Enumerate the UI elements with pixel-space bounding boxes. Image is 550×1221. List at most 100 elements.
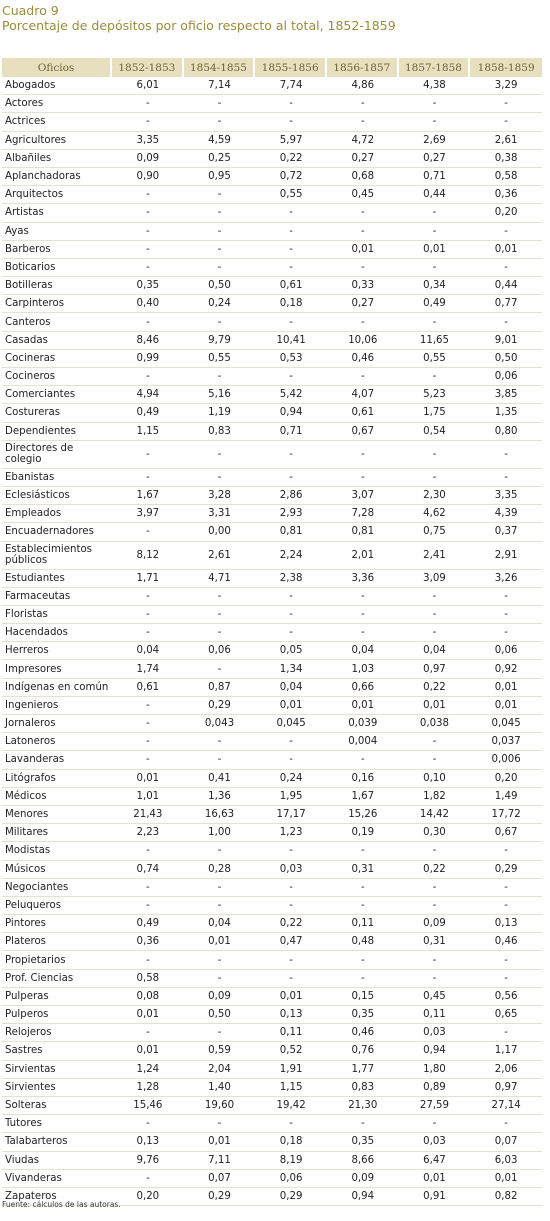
row-label: Vivanderas [2,1170,112,1188]
table-row: Zapateros 0,20 0,29 0,29 0,94 0,91 0,82 [2,1188,542,1207]
cell: 0,04 [255,679,327,697]
cell: 0,11 [326,915,399,934]
table-row: Boticarios - - - - - - [2,259,542,278]
cell: 1,36 [183,788,256,806]
cell: 0,67 [470,824,542,843]
row-label: Relojeros [2,1024,112,1043]
cell: 0,97 [470,1079,542,1097]
cell: 0,01 [183,1133,256,1152]
cell: 0,72 [255,168,327,187]
cell: - [183,751,256,770]
table-row: Cocineras 0,99 0,55 0,53 0,46 0,55 0,50 [2,350,542,368]
row-label: Plateros [2,933,112,952]
cell: 0,05 [255,642,327,661]
table-row: Militares 2,23 1,00 1,23 0,19 0,30 0,67 [2,824,542,843]
cell: - [398,606,471,625]
cell: 0,09 [326,1170,399,1188]
table-row: Artistas - - - - -0,20 [2,204,542,223]
cell: 0,01 [112,770,184,788]
table-row: Arquitectos - -0,55 0,45 0,44 0,36 [2,186,542,205]
cell: 0,15 [326,988,399,1006]
cell: - [326,751,399,770]
cell: - [183,241,256,259]
row-label: Abogados [2,77,112,96]
cell: 7,11 [183,1152,256,1170]
cell: - [112,113,184,132]
cell: 0,03 [255,861,327,879]
cell: 0,03 [398,1133,471,1152]
cell: - [112,259,184,278]
cell: 0,004 [326,733,399,752]
cell: 0,44 [470,277,542,296]
cell: 0,49 [398,295,471,314]
cell: - [398,313,471,332]
cell: 0,59 [183,1042,256,1061]
row-label: Actrices [2,113,112,132]
cell: - [112,879,184,897]
cell: 11,65 [398,332,471,350]
cell: - [398,95,471,114]
cell: 3,29 [470,77,542,96]
column-header: 1854-1855 [183,58,256,77]
cell: 2,86 [255,487,327,506]
cell: - [255,842,327,861]
cell: - [470,441,542,469]
cell: 17,17 [255,806,327,825]
cell: 0,27 [326,150,399,168]
cell: - [183,95,256,114]
table-row: Empleados 3,97 3,31 2,93 7,28 4,62 4,39 [2,505,542,524]
cell: - [326,606,399,625]
cell: - [255,313,327,332]
table-row: Floristas - - - - - - [2,606,542,625]
row-label: Actores [2,95,112,114]
cell: 2,41 [398,542,471,570]
cell: 0,50 [183,277,256,296]
cell: - [183,368,256,387]
row-label: Latoneros [2,733,112,752]
cell: - [326,259,399,278]
cell: - [326,842,399,861]
table-row: Pintores 0,49 0,04 0,22 0,11 0,09 0,13 [2,915,542,934]
row-label: Litógrafos [2,770,112,788]
cell: 0,29 [183,1188,256,1207]
cell: 0,22 [255,150,327,168]
cell: - [255,469,327,487]
cell: 2,04 [183,1061,256,1079]
table-row: Peluqueros - - - - - - [2,897,542,916]
cell: - [112,842,184,861]
cell: 0,35 [112,277,184,296]
cell: - [470,606,542,625]
cell: 0,54 [398,423,471,441]
row-label: Prof. Ciencias [2,970,112,988]
cell: 14,42 [398,806,471,825]
cell: - [398,951,471,970]
cell: - [112,751,184,770]
cell: 0,01 [398,241,471,259]
cell: - [255,241,327,259]
row-label: Militares [2,824,112,843]
table-row: Plateros 0,36 0,01 0,47 0,48 0,31 0,46 [2,933,542,952]
row-label: Dependientes [2,423,112,441]
table-row: Ingenieros -0,29 0,01 0,01 0,01 0,01 [2,697,542,715]
cell: - [112,715,184,734]
cell: 0,20 [112,1188,184,1207]
cell: - [112,733,184,752]
cell: - [470,223,542,241]
data-table: Oficios 1852-1853 1854-1855 1855-1856 1856-1… [2,58,542,1207]
table-row: Canteros - - - - - - [2,313,542,332]
cell: 0,06 [183,642,256,661]
row-label: Tutores [2,1115,112,1134]
table-row: Relojeros - -0,11 0,46 0,03- [2,1024,542,1043]
cell: - [398,223,471,241]
table-title: Porcentaje de depósitos por oficio respe… [2,18,396,33]
table-row: Cocineros - - - - -0,06 [2,368,542,387]
cell: - [112,469,184,487]
row-label: Establecimientos públicos [2,542,112,570]
cell: - [112,523,184,542]
table-row: Pulperas 0,08 0,09 0,01 0,15 0,45 0,56 [2,988,542,1006]
cell: 0,045 [255,715,327,734]
cell: - [326,970,399,988]
cell: - [398,897,471,916]
cell: 0,03 [398,1024,471,1043]
cell: 0,90 [112,168,184,187]
